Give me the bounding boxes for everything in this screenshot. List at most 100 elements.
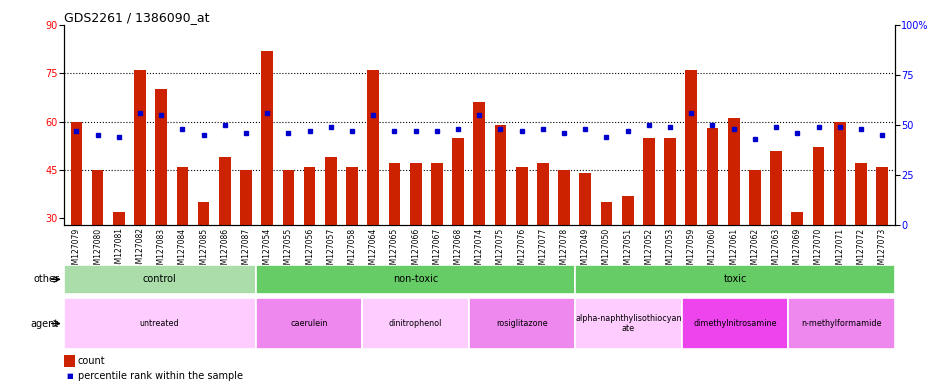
Bar [494, 125, 505, 225]
Bar [64, 298, 256, 349]
Text: non-toxic: non-toxic [392, 274, 437, 285]
Text: untreated: untreated [139, 319, 179, 328]
Bar [468, 298, 575, 349]
Bar [346, 167, 358, 225]
Bar [256, 265, 575, 294]
Text: GSM127073: GSM127073 [877, 227, 885, 274]
Text: GSM127087: GSM127087 [241, 227, 250, 273]
Text: toxic: toxic [723, 274, 746, 285]
Text: GSM127062: GSM127062 [750, 227, 758, 273]
Text: GSM127086: GSM127086 [220, 227, 229, 273]
Text: GSM127078: GSM127078 [559, 227, 568, 273]
Text: GSM127059: GSM127059 [686, 227, 695, 274]
Text: GSM127070: GSM127070 [813, 227, 822, 274]
Bar [134, 70, 146, 225]
Text: percentile rank within the sample: percentile rank within the sample [78, 371, 242, 381]
Bar [361, 298, 468, 349]
Text: GSM127061: GSM127061 [728, 227, 738, 273]
Bar [303, 167, 315, 225]
Text: dimethylnitrosamine: dimethylnitrosamine [693, 319, 776, 328]
Text: GSM127054: GSM127054 [262, 227, 271, 274]
Text: GSM127068: GSM127068 [453, 227, 462, 273]
Bar [664, 138, 675, 225]
Text: GSM127064: GSM127064 [369, 227, 377, 274]
Bar [727, 118, 739, 225]
Text: count: count [78, 356, 105, 366]
Bar [283, 170, 294, 225]
Bar [219, 157, 230, 225]
Text: GSM127053: GSM127053 [665, 227, 674, 274]
Text: GSM127066: GSM127066 [411, 227, 419, 274]
Text: other: other [33, 274, 59, 285]
Text: GSM127072: GSM127072 [856, 227, 865, 273]
Text: GSM127081: GSM127081 [114, 227, 124, 273]
Bar [855, 164, 866, 225]
Bar [642, 138, 654, 225]
Bar [575, 265, 894, 294]
Text: alpha-naphthylisothiocyan
ate: alpha-naphthylisothiocyan ate [575, 314, 681, 333]
Bar [622, 196, 633, 225]
Text: dinitrophenol: dinitrophenol [388, 319, 442, 328]
Text: GSM127076: GSM127076 [517, 227, 526, 274]
Bar [748, 170, 760, 225]
Text: GSM127052: GSM127052 [644, 227, 652, 273]
Text: caerulein: caerulein [290, 319, 327, 328]
Bar [197, 202, 210, 225]
Bar [685, 70, 696, 225]
Bar [578, 173, 591, 225]
Bar [833, 122, 844, 225]
Bar [256, 298, 361, 349]
Bar [769, 151, 782, 225]
Text: GSM127051: GSM127051 [622, 227, 632, 273]
Bar [812, 147, 824, 225]
Bar [431, 164, 442, 225]
Bar [575, 298, 681, 349]
Text: n-methylformamide: n-methylformamide [800, 319, 881, 328]
Text: rosiglitazone: rosiglitazone [495, 319, 548, 328]
Bar [875, 167, 887, 225]
Text: GSM127077: GSM127077 [538, 227, 547, 274]
Bar [113, 212, 124, 225]
Bar [600, 202, 611, 225]
Text: GSM127067: GSM127067 [431, 227, 441, 274]
Bar [409, 164, 421, 225]
Text: GSM127057: GSM127057 [326, 227, 335, 274]
Bar [473, 102, 485, 225]
Bar [558, 170, 569, 225]
Text: GSM127063: GSM127063 [770, 227, 780, 274]
Bar [681, 298, 787, 349]
Bar [388, 164, 400, 225]
Text: GSM127050: GSM127050 [601, 227, 610, 274]
Text: GSM127082: GSM127082 [136, 227, 144, 273]
Bar [325, 157, 336, 225]
Bar [176, 167, 188, 225]
Bar [787, 298, 894, 349]
Bar [367, 70, 379, 225]
Text: GSM127069: GSM127069 [792, 227, 801, 274]
Bar [516, 167, 527, 225]
Text: GSM127071: GSM127071 [834, 227, 843, 273]
Text: GSM127060: GSM127060 [708, 227, 716, 274]
Text: GSM127075: GSM127075 [495, 227, 505, 274]
Text: GSM127055: GSM127055 [284, 227, 293, 274]
Bar [706, 128, 718, 225]
Bar [70, 122, 82, 225]
Bar [92, 170, 103, 225]
Text: control: control [142, 274, 176, 285]
Text: GSM127083: GSM127083 [156, 227, 166, 273]
Bar [536, 164, 548, 225]
Bar [64, 265, 256, 294]
Text: GDS2261 / 1386090_at: GDS2261 / 1386090_at [64, 11, 209, 24]
Text: GSM127056: GSM127056 [305, 227, 314, 274]
Text: GSM127074: GSM127074 [475, 227, 483, 274]
Text: GSM127079: GSM127079 [72, 227, 80, 274]
Bar [452, 138, 463, 225]
Text: ■: ■ [66, 372, 73, 379]
Text: agent: agent [31, 318, 59, 329]
Text: GSM127084: GSM127084 [178, 227, 187, 273]
Text: GSM127085: GSM127085 [199, 227, 208, 273]
Text: GSM127080: GSM127080 [93, 227, 102, 273]
Bar [240, 170, 252, 225]
Bar [155, 89, 167, 225]
Bar [791, 212, 802, 225]
